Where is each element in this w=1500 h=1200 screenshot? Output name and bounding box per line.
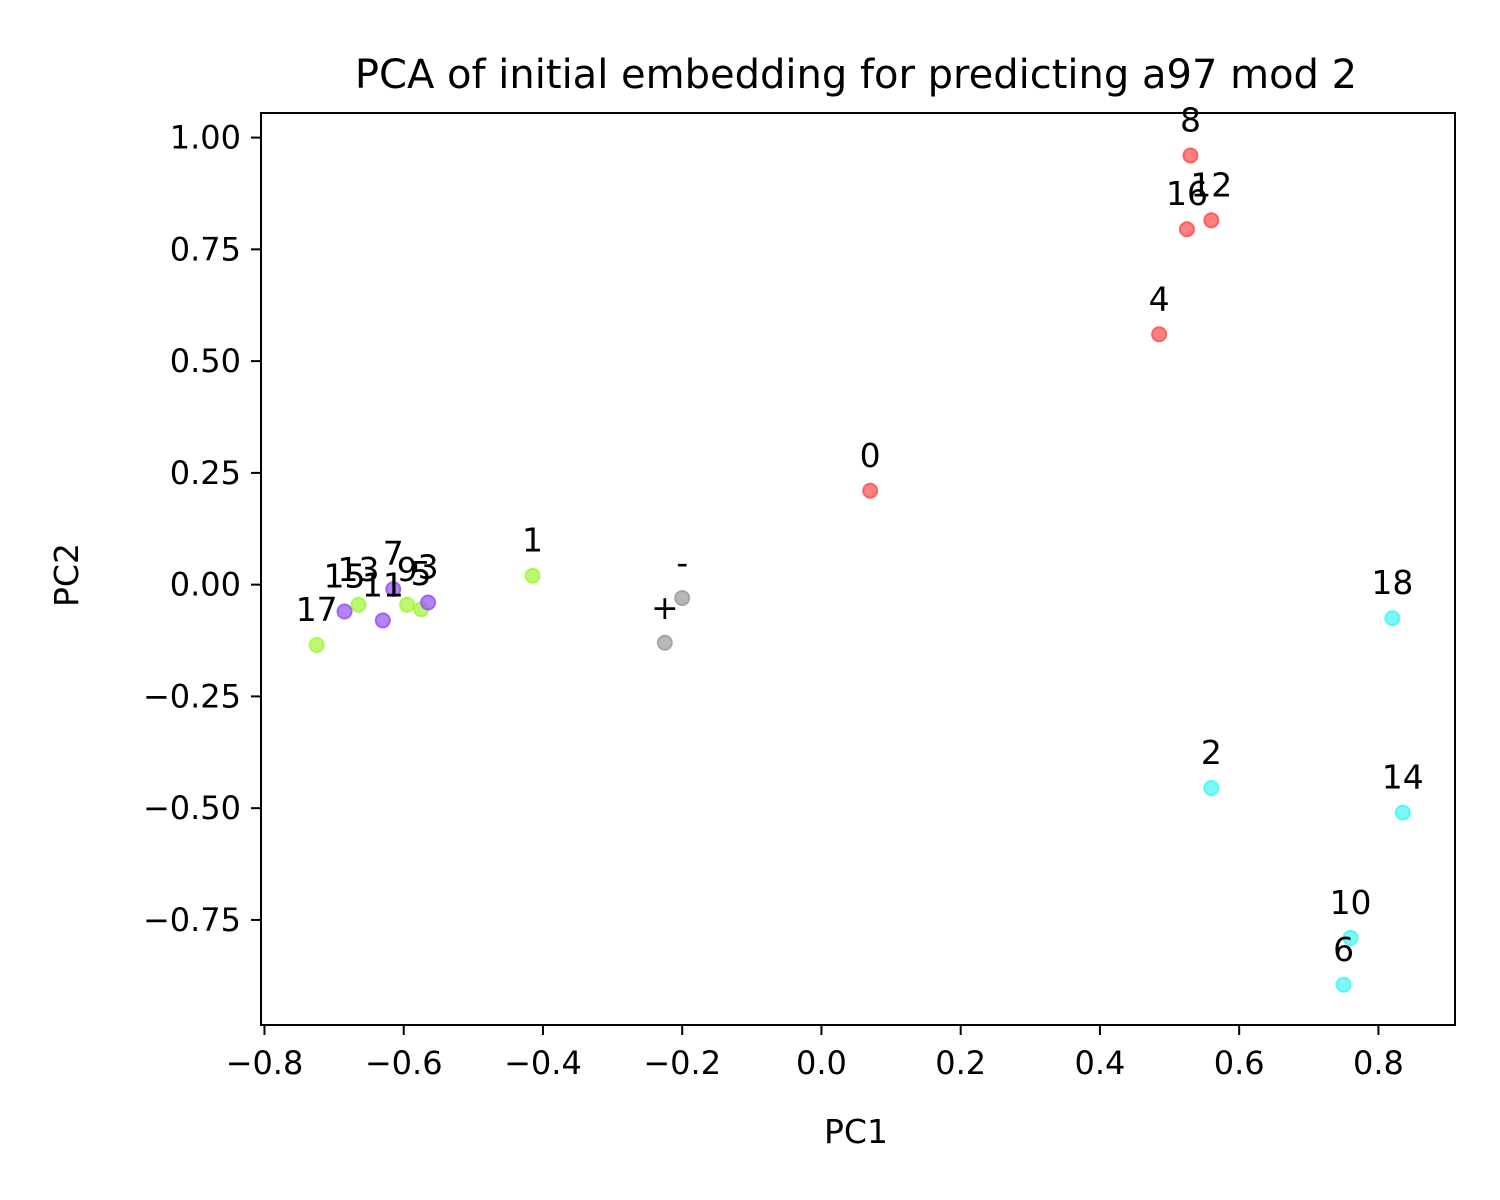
y-axis-label: PC2	[47, 543, 86, 607]
data-point-0	[862, 482, 879, 499]
point-label-9: 9	[397, 550, 418, 589]
point-label-14: 14	[1382, 758, 1424, 797]
data-point--	[674, 590, 691, 607]
plot-area-frame	[260, 112, 1456, 1026]
x-axis: −0.8 −0.6 −0.4 −0.2 0.0 0.2 0.4 0.6 0.8	[226, 1025, 1404, 1082]
x-tick-label: −0.4	[504, 1044, 582, 1082]
x-tick-label: 0.8	[1353, 1044, 1404, 1082]
data-point-8	[1182, 147, 1199, 164]
point-label-16: 16	[1166, 174, 1208, 213]
point-label-12: 12	[1190, 165, 1232, 204]
data-point-4	[1151, 326, 1168, 343]
point-label-5: 5	[411, 554, 432, 593]
y-tick-label: 0.50	[170, 342, 241, 380]
x-tick-label: 0.2	[935, 1044, 986, 1082]
point-label-17: 17	[296, 590, 338, 629]
y-tick-label: 1.00	[170, 119, 241, 157]
point-label-1: 1	[522, 521, 543, 560]
point-label-15: 15	[324, 556, 366, 595]
x-tick-label: −0.6	[365, 1044, 443, 1082]
x-tick-label: −0.2	[643, 1044, 721, 1082]
x-axis-label: PC1	[824, 1112, 888, 1151]
y-tick-label: −0.25	[143, 677, 241, 715]
point-label-11: 11	[362, 565, 404, 604]
data-point-15	[336, 603, 353, 620]
point-label-13: 13	[337, 550, 379, 589]
data-point-14	[1394, 804, 1411, 821]
y-tick-label: 0.25	[170, 454, 241, 492]
data-point-10	[1342, 929, 1359, 946]
data-point-6	[1335, 976, 1352, 993]
point-label-4: 4	[1149, 279, 1170, 318]
data-points	[308, 147, 1411, 993]
data-point-+	[656, 634, 673, 651]
data-point-11	[374, 612, 391, 629]
point-label-18: 18	[1371, 563, 1413, 602]
x-tick-label: 0.6	[1214, 1044, 1265, 1082]
data-point-3	[420, 594, 437, 611]
chart-title: PCA of initial embedding for predicting …	[355, 52, 1357, 98]
y-axis: 1.00 0.75 0.50 0.25 0.00 −0.25 −0.50 −0.75	[143, 119, 261, 939]
point-label-10: 10	[1330, 883, 1372, 922]
data-point-1	[524, 567, 541, 584]
point-label-6: 6	[1333, 930, 1354, 969]
data-point-12	[1203, 212, 1220, 229]
data-point-16	[1178, 221, 1195, 238]
y-tick-label: 0.00	[170, 566, 241, 604]
point-label-0: 0	[860, 436, 881, 475]
data-point-18	[1384, 610, 1401, 627]
x-tick-label: 0.0	[796, 1044, 847, 1082]
x-tick-label: 0.4	[1074, 1044, 1125, 1082]
y-tick-label: 0.75	[170, 230, 241, 268]
x-tick-label: −0.8	[226, 1044, 304, 1082]
point-label-8: 8	[1180, 100, 1201, 139]
y-tick-label: −0.75	[143, 901, 241, 939]
data-point-2	[1203, 780, 1220, 797]
data-point-7	[385, 581, 402, 598]
data-point-13	[350, 596, 367, 613]
point-label-7: 7	[383, 534, 404, 573]
y-tick-label: −0.50	[143, 789, 241, 827]
point-label-3: 3	[418, 548, 439, 587]
point-label-2: 2	[1201, 733, 1222, 772]
point-label--: -	[676, 543, 688, 582]
point-label-+: +	[651, 588, 679, 627]
data-point-17	[308, 637, 325, 653]
data-point-9	[399, 596, 416, 613]
